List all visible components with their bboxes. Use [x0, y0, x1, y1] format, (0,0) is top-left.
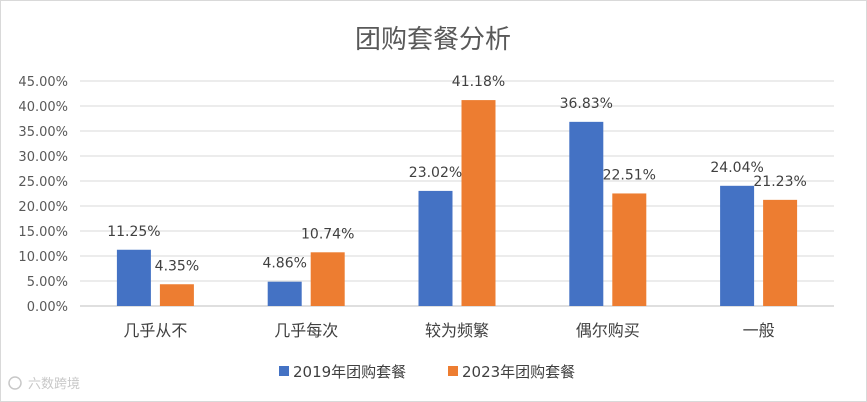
- data-label: 24.04%: [710, 160, 763, 176]
- data-label: 10.74%: [301, 226, 354, 242]
- x-category-label: 偶尔购买: [576, 321, 640, 340]
- bar-2019: [116, 249, 151, 306]
- chart-title: 团购套餐分析: [355, 25, 511, 55]
- bar-2019: [267, 281, 302, 306]
- bar-2023: [310, 252, 345, 306]
- legend-swatch-2019: [279, 366, 289, 376]
- gridlines: [80, 80, 834, 307]
- x-category-label: 几乎从不: [123, 321, 187, 340]
- watermark-logo-icon: [8, 376, 22, 390]
- y-tick-label: 40.00%: [18, 100, 68, 115]
- bar-2023: [461, 100, 496, 306]
- bar-2023: [159, 284, 194, 306]
- bar-2023: [763, 199, 798, 306]
- bar-2019: [720, 185, 755, 306]
- y-tick-label: 15.00%: [18, 225, 68, 240]
- y-tick-label: 35.00%: [18, 125, 68, 140]
- y-tick-label: 30.00%: [18, 150, 68, 165]
- data-label: 21.23%: [753, 174, 806, 190]
- x-category-label: 一般: [743, 321, 775, 340]
- y-axis: 0.00% 5.00% 10.00% 15.00% 20.00% 25.00% 30.00%…: [18, 75, 68, 315]
- bars: 11.25% 4.35% 4.86% 10.74% 23.02% 41.18% 36.83%…: [107, 74, 807, 306]
- watermark-text: 六数跨境: [28, 377, 80, 392]
- y-tick-label: 5.00%: [27, 275, 68, 290]
- data-label: 41.18%: [452, 74, 505, 90]
- y-tick-label: 20.00%: [18, 200, 68, 215]
- data-label: 23.02%: [409, 165, 462, 181]
- x-axis: 几乎从不 几乎每次 较为频繁 偶尔购买 一般: [123, 321, 774, 340]
- data-label: 11.25%: [107, 224, 160, 240]
- y-tick-label: 45.00%: [18, 75, 68, 90]
- legend-label-2023: 2023年团购套餐: [462, 363, 575, 381]
- y-tick-label: 25.00%: [18, 175, 68, 190]
- y-tick-label: 0.00%: [27, 300, 68, 315]
- x-category-label: 几乎每次: [274, 321, 338, 340]
- data-label: 36.83%: [560, 96, 613, 112]
- legend: 2019年团购套餐 2023年团购套餐: [279, 363, 575, 381]
- legend-label-2019: 2019年团购套餐: [293, 363, 406, 381]
- legend-swatch-2023: [448, 366, 458, 376]
- bar-2023: [612, 193, 647, 306]
- watermark: 六数跨境: [8, 376, 80, 392]
- data-label: 22.51%: [603, 167, 656, 183]
- bar-2019: [569, 121, 604, 306]
- y-tick-label: 10.00%: [18, 250, 68, 265]
- data-label: 4.86%: [262, 256, 306, 272]
- bar-2019: [418, 190, 453, 306]
- data-label: 4.35%: [155, 258, 199, 274]
- x-category-label: 较为频繁: [425, 321, 489, 340]
